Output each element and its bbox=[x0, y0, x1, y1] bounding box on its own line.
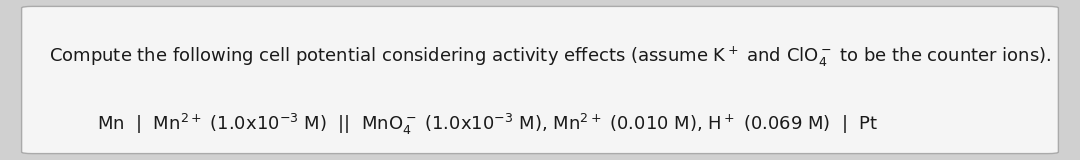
Text: Mn  |  Mn$^{2+}$ (1.0x10$^{-3}$ M)  ||  MnO$_4^-$ (1.0x10$^{-3}$ M), Mn$^{2+}$ (: Mn | Mn$^{2+}$ (1.0x10$^{-3}$ M) || MnO$… bbox=[97, 112, 878, 137]
Text: Compute the following cell potential considering activity effects (assume K$^+$ : Compute the following cell potential con… bbox=[49, 45, 1051, 69]
FancyBboxPatch shape bbox=[22, 6, 1058, 154]
